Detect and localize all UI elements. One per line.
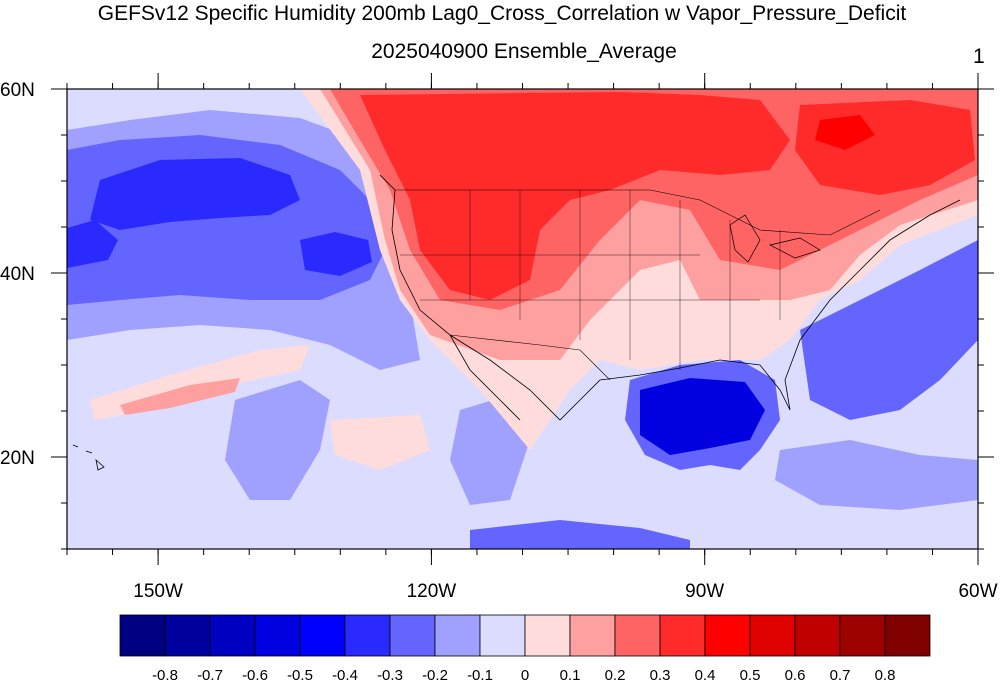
lon-tick-label: 120W: [407, 581, 457, 602]
gulf-strong-negative: [640, 378, 765, 455]
colorbar-label: 0.5: [740, 667, 761, 682]
pacific-strong-negative: [90, 158, 300, 230]
colorbar-label: 0.1: [560, 667, 581, 682]
lat-tick-label: 20N: [0, 448, 35, 469]
colorbar-swatch: [614, 614, 661, 657]
colorbar-swatch: [164, 614, 211, 657]
hawaii-islands: [72, 444, 105, 471]
na-strong-positive: [360, 92, 790, 300]
colorbar-swatch: [389, 614, 436, 657]
lat-tick-label: 40N: [0, 264, 35, 285]
colorbar-swatch: [749, 614, 796, 657]
colorbar-label: 0: [521, 667, 529, 682]
colorbar-swatch: [839, 614, 886, 657]
correlation-map: [67, 89, 978, 549]
pacific-strong-negative-east: [300, 232, 372, 276]
colorbar: -0.8 -0.7 -0.6 -0.5 -0.4 -0.3 -0.2 -0.1 0 0.1 0.2 0…: [119, 614, 931, 682]
colorbar-label: 0.8: [875, 667, 896, 682]
mexico-us-border: [449, 334, 611, 381]
colorbar-label: 0.2: [605, 667, 626, 682]
canada-us-border: [395, 189, 881, 236]
colorbar-swatch: [704, 614, 751, 657]
pacific-strong-negative-west: [67, 220, 118, 268]
lon-tick-label: 150W: [133, 581, 183, 602]
colorbar-swatch: [794, 614, 841, 657]
colorbar-label: -0.7: [197, 667, 223, 682]
subtropic-negative-blob: [225, 380, 330, 500]
lat-tick-label: 60N: [0, 80, 35, 101]
atlantic-moderate-negative: [800, 240, 978, 420]
caribbean-weak-negative: [775, 440, 978, 510]
equatorial-negative-band: [470, 520, 690, 549]
colorbar-swatch: [524, 614, 571, 657]
colorbar-label: -0.5: [287, 667, 313, 682]
colorbar-label: -0.8: [152, 667, 178, 682]
colorbar-swatch: [254, 614, 301, 657]
colorbar-label: -0.1: [467, 667, 493, 682]
colorbar-label: -0.6: [242, 667, 268, 682]
colorbar-swatch: [119, 614, 166, 657]
map-subtitle: 2025040900 Ensemble_Average: [371, 40, 677, 63]
colorbar-label: 0.6: [785, 667, 806, 682]
colorbar-label: 0.3: [650, 667, 671, 682]
colorbar-swatch: [659, 614, 706, 657]
na-coastline: [379, 174, 961, 421]
colorbar-label: -0.4: [332, 667, 358, 682]
panel-label: 1: [973, 45, 985, 68]
colorbar-label: -0.2: [422, 667, 448, 682]
colorbar-swatch: [479, 614, 526, 657]
colorbar-swatch: [884, 614, 931, 657]
map-axes: 150W 120W 90W 60W 60N 40N 20N: [0, 73, 998, 602]
lon-tick-label: 90W: [685, 581, 724, 602]
map-title: GEFSv12 Specific Humidity 200mb Lag0_Cro…: [97, 2, 907, 25]
canada-peak-positive: [815, 115, 875, 150]
colorbar-swatch: [569, 614, 616, 657]
tropic-positive-strip: [330, 415, 430, 470]
colorbar-label: 0.7: [830, 667, 851, 682]
colorbar-swatch: [299, 614, 346, 657]
colorbar-swatch: [434, 614, 481, 657]
colorbar-swatch: [344, 614, 391, 657]
great-lakes: [729, 214, 821, 263]
colorbar-label: 0.4: [695, 667, 716, 682]
lon-tick-label: 60W: [958, 581, 997, 602]
colorbar-label: -0.3: [377, 667, 403, 682]
us-state-lines: [400, 190, 781, 370]
baja-coastline: [449, 334, 521, 421]
colorbar-swatch: [209, 614, 256, 657]
subtropic-positive-strip-2: [120, 378, 240, 415]
